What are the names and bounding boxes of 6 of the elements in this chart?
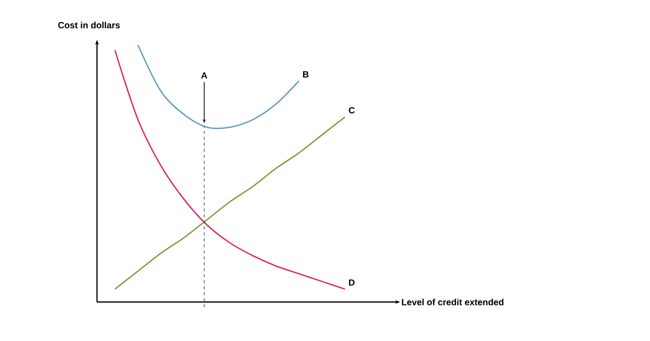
series-label: C: [348, 107, 355, 114]
series-label: B: [303, 71, 309, 78]
series-label: D: [349, 279, 355, 286]
y-axis-title: Cost in dollars: [58, 22, 120, 28]
annotation: A: [201, 72, 208, 79]
text: Level of credit extended: [402, 298, 504, 306]
